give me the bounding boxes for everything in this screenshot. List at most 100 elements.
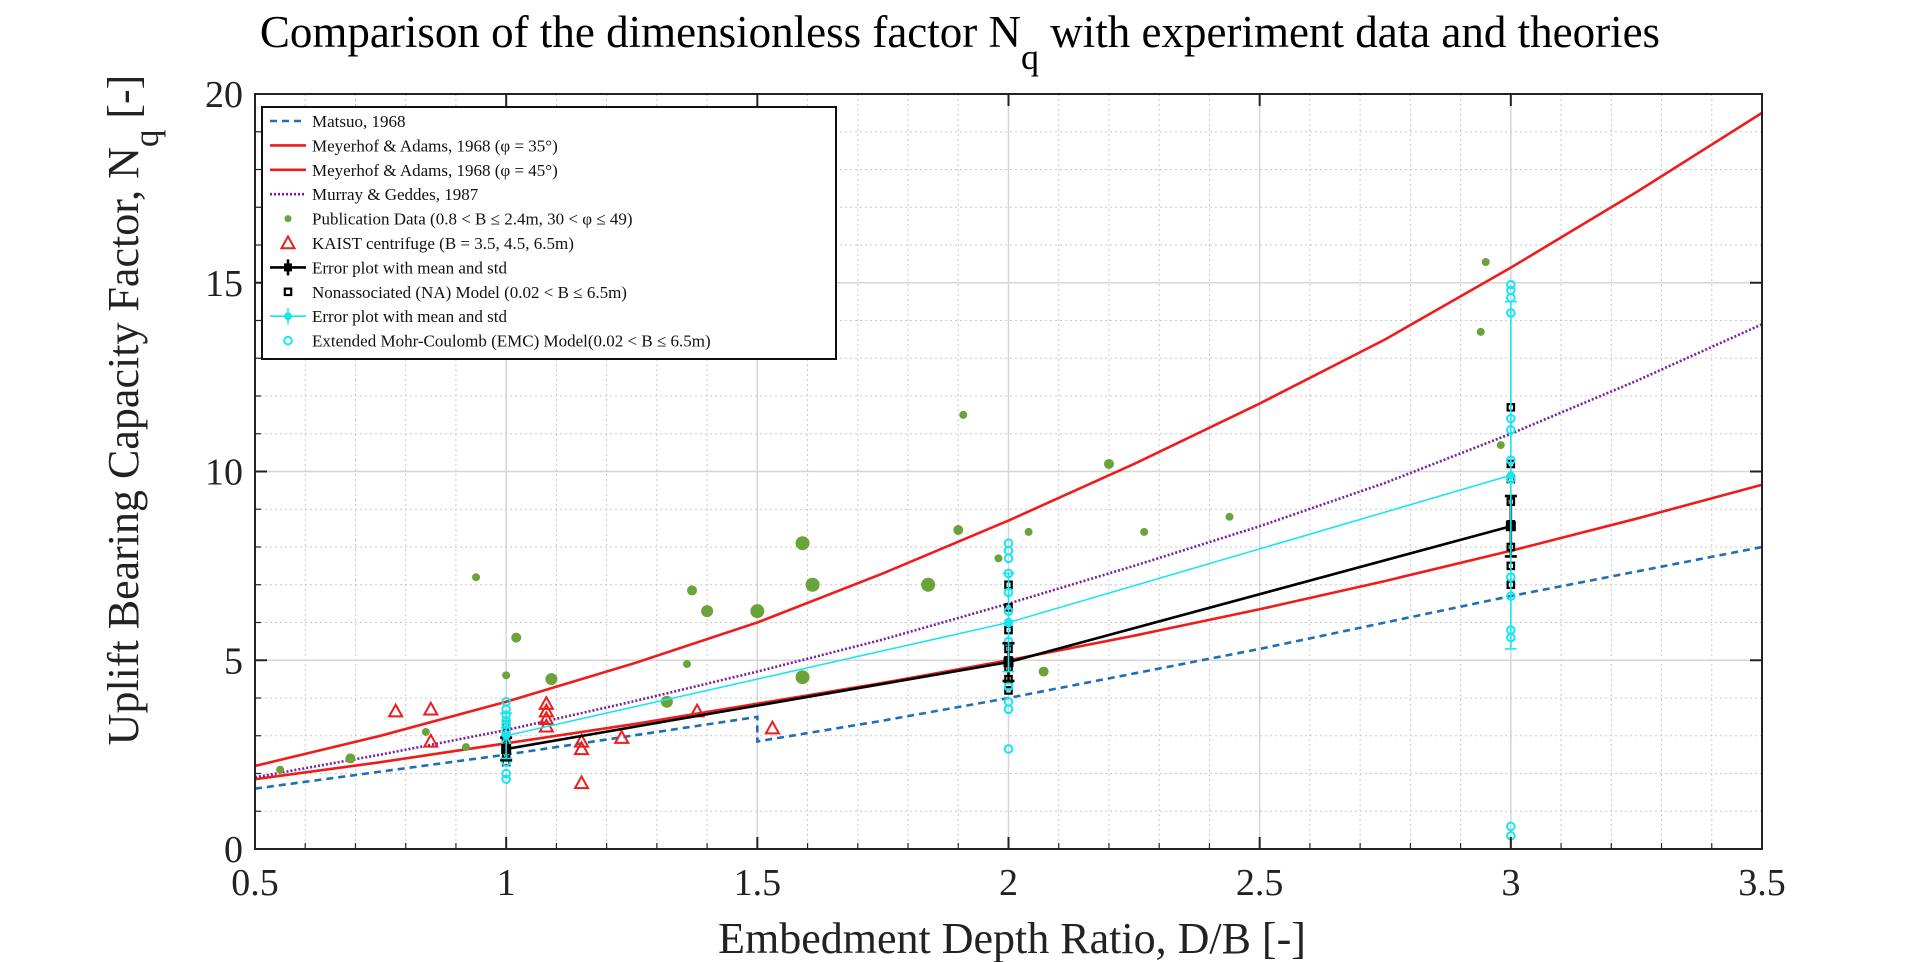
data-point <box>573 732 590 748</box>
data-point <box>538 702 555 718</box>
data-point <box>1476 327 1485 336</box>
y-tick-label: 15 <box>205 263 243 305</box>
chart-title-subscript: q <box>1021 37 1039 77</box>
legend-item: Publication Data (0.8 < B ≤ 2.4m, 30 < φ… <box>284 210 633 229</box>
data-point <box>501 774 511 784</box>
legend-marker <box>279 234 297 250</box>
legend: Matsuo, 1968 Meyerhof & Adams, 1968 (φ = … <box>261 106 837 360</box>
plot-series <box>254 111 1763 841</box>
series-0 <box>254 545 1763 790</box>
data-point <box>687 585 698 596</box>
series-4 <box>276 257 1505 774</box>
legend-marker <box>284 215 292 223</box>
legend-marker <box>283 287 293 297</box>
data-point <box>1506 285 1516 296</box>
legend-item: Meyerhof & Adams, 1968 (φ = 45°) <box>270 161 558 180</box>
y-axis-label-suffix: [-] <box>99 75 148 130</box>
legend-label: Meyerhof & Adams, 1968 (φ = 45°) <box>312 161 558 180</box>
legend-item: Meyerhof & Adams, 1968 (φ = 35°) <box>270 136 558 155</box>
data-point <box>345 753 356 764</box>
data-point <box>573 774 590 790</box>
x-tick-label: 0.5 <box>231 862 279 904</box>
data-point <box>1003 681 1014 692</box>
data-point <box>764 719 781 735</box>
legend-marker <box>283 335 293 346</box>
data-point <box>959 410 968 419</box>
data-point <box>421 727 430 736</box>
data-point <box>461 743 470 752</box>
legend-label: Extended Mohr-Coulomb (EMC) Model(0.02 <… <box>312 332 711 351</box>
data-point <box>422 732 440 748</box>
y-tick-label: 0 <box>224 829 243 871</box>
x-tick-label: 2 <box>999 862 1018 904</box>
data-point <box>1481 257 1490 266</box>
data-point <box>538 695 555 710</box>
legend-item: Murray & Geddes, 1987 <box>270 185 479 204</box>
data-point <box>660 695 673 708</box>
legend-item: Matsuo, 1968 <box>270 112 406 131</box>
data-point <box>1103 458 1114 469</box>
legend-item: Error plot with mean and std <box>270 258 507 277</box>
data-point <box>1140 527 1149 536</box>
data-point <box>1024 527 1033 536</box>
y-tick-label: 5 <box>224 640 243 682</box>
series-8 <box>500 300 1517 760</box>
legend-item: Error plot with mean and std <box>270 307 507 326</box>
x-tick-label: 1 <box>497 862 516 904</box>
error-mean-marker <box>1506 471 1515 480</box>
data-point <box>387 702 404 718</box>
data-point <box>1038 666 1049 677</box>
series-line <box>254 545 1763 790</box>
data-point <box>511 632 522 643</box>
series-line <box>254 111 1763 768</box>
data-point <box>1506 821 1516 832</box>
legend-items: Matsuo, 1968 Meyerhof & Adams, 1968 (φ = … <box>270 112 711 351</box>
x-axis-label: Embedment Depth Ratio, D/B [-] <box>718 914 1306 962</box>
data-point <box>1506 279 1516 290</box>
error-mean-marker <box>502 731 511 740</box>
x-tick-label: 3 <box>1501 862 1520 904</box>
data-point <box>1003 696 1014 707</box>
data-point <box>1496 441 1505 450</box>
legend-label: Murray & Geddes, 1987 <box>312 185 479 204</box>
legend-item: KAIST centrifuge (B = 3.5, 4.5, 6.5m) <box>279 234 574 253</box>
data-point <box>472 573 481 582</box>
legend-marker <box>284 312 292 321</box>
x-tick-label: 1.5 <box>734 862 782 904</box>
legend-label: Publication Data (0.8 < B ≤ 2.4m, 30 < φ… <box>312 210 633 229</box>
chart-title-main: Comparison of the dimensionless factor N <box>260 7 1021 57</box>
data-point <box>538 710 555 725</box>
data-point <box>750 604 765 619</box>
legend-item: Extended Mohr-Coulomb (EMC) Model(0.02 <… <box>283 332 711 351</box>
y-axis-label: Uplift Bearing Capacity Factor, Nq [-] <box>99 75 166 746</box>
x-tick-label: 2.5 <box>1236 862 1284 904</box>
legend-label: Matsuo, 1968 <box>312 112 406 131</box>
data-point <box>501 768 511 779</box>
data-point <box>1225 512 1234 521</box>
data-point <box>501 696 511 707</box>
chart-title: Comparison of the dimensionless factor N… <box>260 7 1660 77</box>
data-point <box>573 740 590 756</box>
legend-box <box>261 106 837 360</box>
y-tick-label: 10 <box>205 452 243 494</box>
legend-label: Error plot with mean and std <box>312 307 507 326</box>
error-mean-marker <box>1004 618 1013 627</box>
data-point <box>1003 538 1014 549</box>
data-point <box>422 700 440 716</box>
x-tick-label: 3.5 <box>1738 862 1786 904</box>
legend-label: Meyerhof & Adams, 1968 (φ = 35°) <box>312 136 558 155</box>
data-point <box>795 670 810 685</box>
legend-marker <box>284 263 292 272</box>
chart-title-suffix: with experiment data and theories <box>1039 7 1660 57</box>
y-axis-label-subscript: q <box>127 130 166 148</box>
data-point <box>613 729 630 744</box>
data-point <box>701 605 714 618</box>
data-point <box>953 525 964 536</box>
data-point <box>921 577 936 592</box>
data-point <box>276 765 285 774</box>
data-point <box>805 577 820 592</box>
data-point <box>683 660 692 669</box>
series-2 <box>254 111 1763 768</box>
y-tick-label: 20 <box>205 74 243 116</box>
